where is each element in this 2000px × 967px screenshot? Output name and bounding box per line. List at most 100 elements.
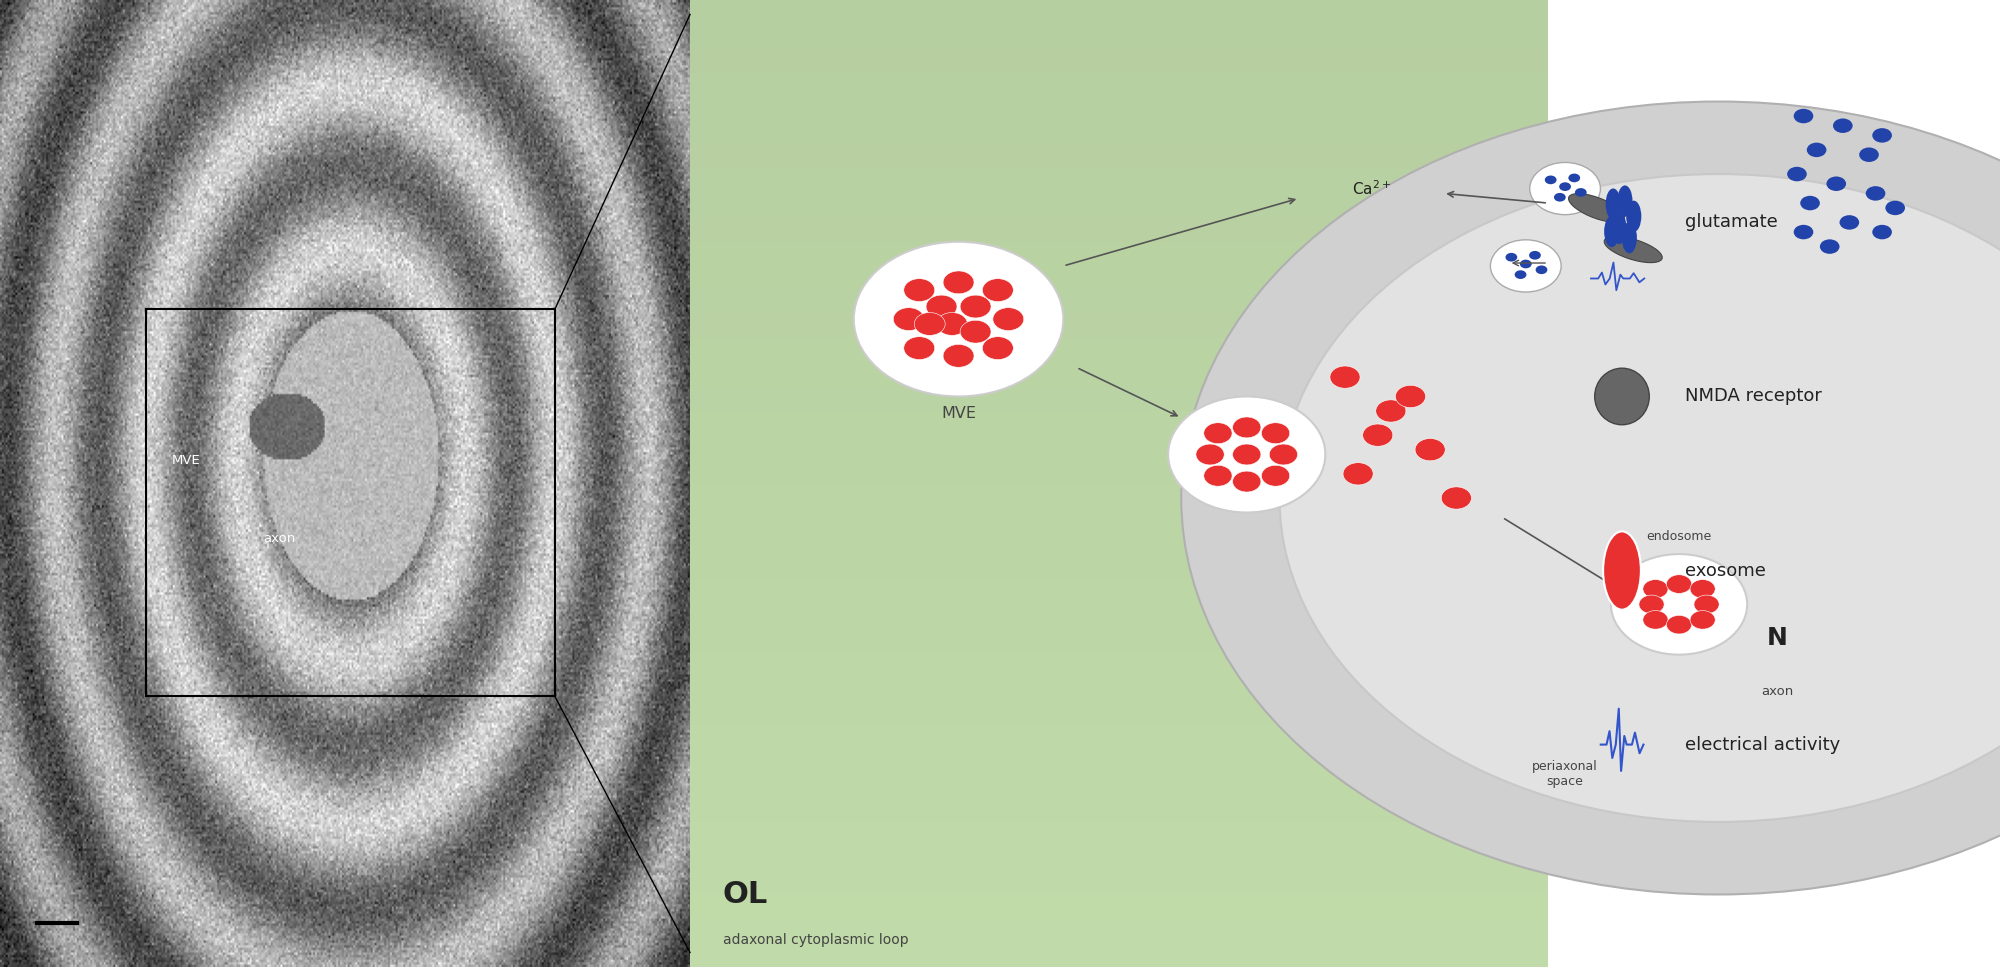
Circle shape — [1530, 162, 1600, 215]
Polygon shape — [690, 411, 1548, 435]
Circle shape — [1618, 186, 1632, 217]
Circle shape — [854, 242, 1064, 396]
Circle shape — [1232, 417, 1260, 438]
Circle shape — [1872, 224, 1892, 240]
Circle shape — [1826, 176, 1846, 191]
Circle shape — [1520, 259, 1532, 268]
Circle shape — [944, 271, 974, 294]
Polygon shape — [690, 677, 1548, 701]
Polygon shape — [690, 48, 1548, 73]
Circle shape — [1168, 396, 1326, 513]
Circle shape — [1536, 265, 1548, 275]
Polygon shape — [690, 363, 1548, 387]
Circle shape — [1204, 423, 1232, 444]
Polygon shape — [690, 484, 1548, 508]
Polygon shape — [690, 193, 1548, 218]
Polygon shape — [690, 725, 1548, 749]
Polygon shape — [690, 314, 1548, 338]
Circle shape — [1568, 174, 1580, 182]
Text: NMDA receptor: NMDA receptor — [1684, 388, 1822, 405]
Circle shape — [1442, 486, 1472, 509]
Polygon shape — [690, 290, 1548, 314]
Polygon shape — [690, 97, 1548, 121]
Text: glutamate: glutamate — [1684, 214, 1778, 231]
Circle shape — [926, 295, 956, 318]
Text: periaxonal
space: periaxonal space — [1532, 760, 1598, 787]
Polygon shape — [690, 943, 1548, 967]
Circle shape — [1344, 463, 1374, 485]
Polygon shape — [690, 0, 1548, 24]
Circle shape — [1416, 438, 1446, 460]
Circle shape — [1886, 200, 1906, 216]
Circle shape — [1204, 465, 1232, 486]
Circle shape — [1642, 610, 1668, 630]
Circle shape — [1604, 531, 1640, 609]
Circle shape — [1626, 200, 1642, 232]
Circle shape — [1606, 189, 1620, 220]
Circle shape — [1544, 175, 1556, 184]
Polygon shape — [690, 774, 1548, 798]
Text: exosome: exosome — [1684, 562, 1766, 579]
Text: N: N — [1766, 627, 1788, 650]
Text: adaxonal cytoplasmic loop: adaxonal cytoplasmic loop — [722, 933, 908, 947]
Circle shape — [1800, 195, 1820, 211]
Circle shape — [1530, 250, 1540, 259]
Circle shape — [982, 337, 1014, 360]
Circle shape — [992, 308, 1024, 331]
Polygon shape — [690, 629, 1548, 653]
Polygon shape — [690, 508, 1548, 532]
Text: axon: axon — [1762, 685, 1794, 698]
Circle shape — [1794, 224, 1814, 240]
Circle shape — [894, 308, 924, 331]
Circle shape — [1690, 579, 1716, 599]
Circle shape — [1560, 182, 1570, 190]
Polygon shape — [690, 894, 1548, 919]
Circle shape — [1554, 192, 1566, 201]
Text: MVE: MVE — [172, 454, 200, 467]
Circle shape — [1642, 579, 1668, 599]
Polygon shape — [690, 701, 1548, 725]
Circle shape — [1638, 595, 1664, 614]
Circle shape — [1832, 118, 1852, 133]
Circle shape — [1232, 444, 1260, 465]
Polygon shape — [690, 121, 1548, 145]
Circle shape — [1794, 108, 1814, 123]
Polygon shape — [690, 870, 1548, 894]
Circle shape — [1376, 400, 1406, 422]
Circle shape — [1280, 174, 2000, 822]
Circle shape — [982, 278, 1014, 302]
Circle shape — [1690, 610, 1716, 630]
Polygon shape — [690, 822, 1548, 846]
Polygon shape — [690, 459, 1548, 484]
Circle shape — [914, 312, 946, 336]
Circle shape — [1666, 615, 1692, 634]
Polygon shape — [690, 387, 1548, 411]
Polygon shape — [690, 435, 1548, 459]
Polygon shape — [690, 218, 1548, 242]
Circle shape — [1262, 465, 1290, 486]
Polygon shape — [690, 145, 1548, 169]
Text: electrical activity: electrical activity — [1684, 736, 1840, 753]
Ellipse shape — [1594, 368, 1650, 425]
Circle shape — [1604, 216, 1620, 248]
Circle shape — [944, 344, 974, 367]
Circle shape — [1196, 444, 1224, 465]
Circle shape — [1574, 188, 1586, 196]
Circle shape — [1788, 166, 1806, 182]
Polygon shape — [690, 532, 1548, 556]
Circle shape — [904, 278, 934, 302]
Circle shape — [1820, 239, 1840, 253]
Polygon shape — [690, 73, 1548, 97]
Circle shape — [1622, 222, 1636, 253]
Circle shape — [1262, 423, 1290, 444]
Polygon shape — [690, 24, 1548, 48]
Text: OL: OL — [722, 880, 768, 909]
Text: MVE: MVE — [942, 406, 976, 422]
Polygon shape — [690, 749, 1548, 774]
Circle shape — [1514, 270, 1526, 278]
Circle shape — [1330, 366, 1360, 389]
Text: endosome: endosome — [1646, 530, 1712, 543]
Polygon shape — [690, 338, 1548, 363]
Circle shape — [1872, 128, 1892, 142]
Circle shape — [1270, 444, 1298, 465]
